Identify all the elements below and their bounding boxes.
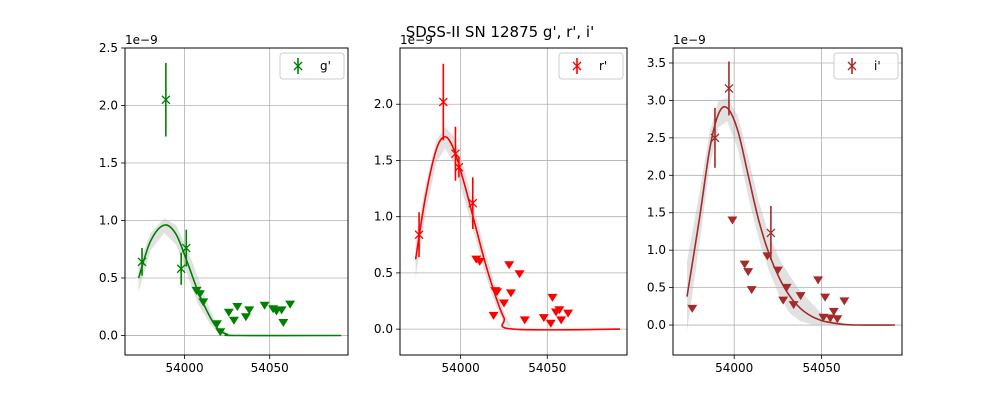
- y-tick-label: 1.0: [99, 213, 118, 227]
- plot-area: [687, 61, 895, 331]
- x-tick-label: 54000: [715, 361, 753, 375]
- plot-area: [138, 63, 341, 336]
- legend-box: [559, 53, 623, 79]
- model-fit-line: [139, 225, 342, 336]
- upper-limit-marker: [520, 316, 530, 324]
- y-tick-label: 1.5: [374, 153, 393, 167]
- y-tick-label: 2.0: [374, 97, 393, 111]
- y-tick-label: 1.0: [647, 243, 666, 257]
- y-tick-label: 2.5: [99, 41, 118, 55]
- plot-area: [415, 64, 620, 330]
- x-tick-label: 54000: [442, 361, 480, 375]
- upper-limit-marker: [278, 319, 288, 327]
- y-tick-label: 2.0: [647, 168, 666, 182]
- confidence-band: [687, 98, 895, 331]
- figure-title: SDSS-II SN 12875 g', r', i': [0, 23, 1000, 41]
- upper-limit-marker: [506, 289, 516, 297]
- legend: i': [834, 53, 898, 79]
- legend-label: i': [874, 59, 881, 73]
- upper-limit-marker: [232, 303, 242, 311]
- y-tick-label: 0.0: [99, 328, 118, 342]
- y-tick-label: 0.0: [374, 322, 393, 336]
- x-tick-label: 54050: [528, 361, 566, 375]
- y-tick-label: 2.5: [647, 131, 666, 145]
- upper-limit-marker: [547, 294, 557, 302]
- upper-limit-marker: [740, 261, 750, 269]
- legend-box: [834, 53, 898, 79]
- y-tick-label: 0.0: [647, 318, 666, 332]
- y-tick-label: 3.0: [647, 93, 666, 107]
- y-tick-label: 3.5: [647, 56, 666, 70]
- y-tick-label: 2.0: [99, 98, 118, 112]
- y-tick-label: 0.5: [99, 271, 118, 285]
- legend-box: [280, 53, 344, 79]
- subplot-2: 54000 54050 0.0 0.5 1.0 1.5 2.0 1e−9 r': [374, 33, 627, 375]
- y-tick-label: 0.5: [647, 281, 666, 295]
- x-tick-label: 54050: [802, 361, 840, 375]
- upper-limit-marker: [504, 261, 514, 269]
- y-tick-label: 0.5: [374, 266, 393, 280]
- upper-limit-marker: [727, 216, 737, 224]
- legend-label: g': [320, 59, 331, 73]
- y-tick-label: 1.5: [647, 206, 666, 220]
- upper-limit-marker: [241, 313, 251, 321]
- y-tick-label: 1.5: [99, 156, 118, 170]
- upper-limit-marker: [285, 301, 295, 309]
- upper-limit-marker: [743, 268, 753, 276]
- legend: r': [559, 53, 623, 79]
- model-fit-line: [416, 137, 620, 330]
- legend-label: r': [599, 59, 607, 73]
- subplot-1: 54000 54050 0.0 0.5 1.0 1.5 2.0 2.5 1e−9 g': [99, 33, 348, 375]
- upper-limit-marker: [839, 297, 849, 305]
- upper-limit-marker: [244, 306, 254, 314]
- confidence-band: [416, 127, 620, 329]
- x-tick-label: 54000: [165, 361, 203, 375]
- subplot-3: 54000 54050 0.0 0.5 1.0 1.5 2.0 2.5 3.0 3.5 1e−9 i': [647, 33, 902, 375]
- upper-limit-marker: [489, 312, 499, 320]
- legend: g': [280, 53, 344, 79]
- y-tick-label: 1.0: [374, 210, 393, 224]
- upper-limit-marker: [556, 316, 566, 324]
- upper-limit-marker: [747, 286, 757, 294]
- upper-limit-marker: [229, 317, 239, 325]
- upper-limit-marker: [515, 270, 525, 278]
- confidence-band: [139, 218, 342, 335]
- x-tick-label: 54050: [251, 361, 289, 375]
- axes-frame: [400, 48, 627, 355]
- upper-limit-marker: [224, 309, 234, 317]
- upper-limit-marker: [260, 302, 270, 310]
